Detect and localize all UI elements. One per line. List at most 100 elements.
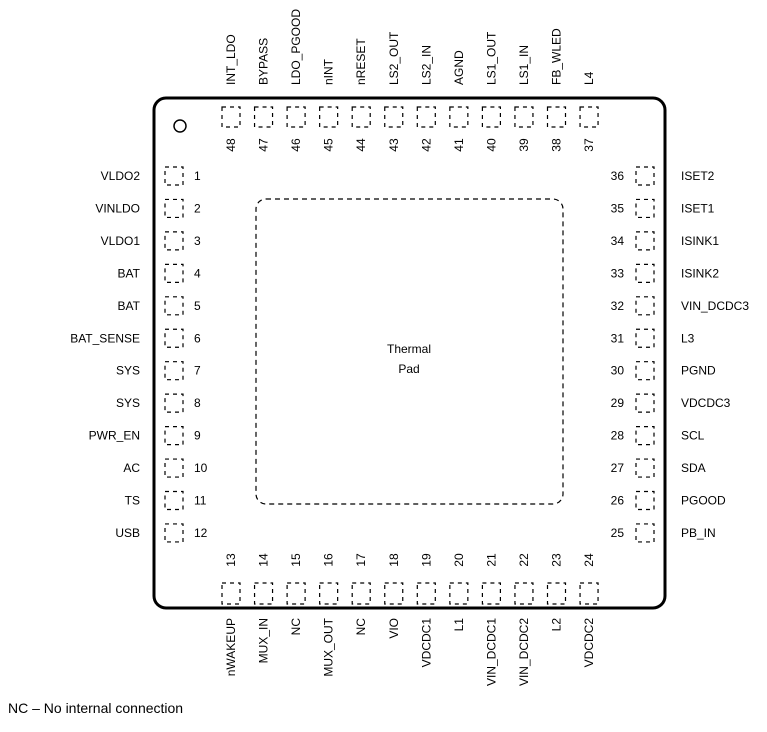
pin-23-name-l2: L2 xyxy=(550,618,564,632)
thermal-pad-label-line-2: Pad xyxy=(398,362,419,376)
thermal-pad-label-line-1: Thermal xyxy=(387,342,431,356)
pin-30-number: 30 xyxy=(611,364,625,378)
pin-29-number: 29 xyxy=(611,396,625,410)
pin-22-name-vin-dcdc2: VIN_DCDC2 xyxy=(517,618,531,686)
left-pin-11-pad xyxy=(164,490,184,511)
top-pin-43-pad xyxy=(384,106,404,128)
pin-45-number: 45 xyxy=(322,138,336,152)
top-pin-37-pad xyxy=(579,106,599,128)
pin-42-number: 42 xyxy=(419,138,433,152)
pin-36-name-iset2: ISET2 xyxy=(681,169,715,183)
left-pin-8-pad xyxy=(164,393,184,413)
pin-48-number: 48 xyxy=(224,138,238,152)
top-pin-47-pad xyxy=(253,106,274,128)
bottom-pin-16-pad xyxy=(319,582,339,605)
bottom-pin-14-pad xyxy=(253,582,274,605)
pin-27-name-sda: SDA xyxy=(681,461,706,475)
pin-34-number: 34 xyxy=(611,234,625,248)
pin-20-name-l1: L1 xyxy=(452,618,466,632)
left-pin-7-pad xyxy=(164,361,184,381)
pin-26-name-pgood: PGOOD xyxy=(681,494,726,508)
pin-35-number: 35 xyxy=(611,201,625,215)
pin-37-number: 37 xyxy=(582,138,596,152)
pin-15-number: 15 xyxy=(289,553,303,567)
pin-8-name-sys: SYS xyxy=(116,396,140,410)
thermal-pad xyxy=(255,198,564,505)
bottom-pin-13-pad xyxy=(221,582,241,605)
top-pin-45-pad xyxy=(319,106,339,128)
bottom-pin-24-pad xyxy=(579,582,599,605)
pin-13-number: 13 xyxy=(224,553,238,567)
right-pin-35-pad xyxy=(635,198,655,219)
pin-35-name-iset1: ISET1 xyxy=(681,201,715,215)
pin-18-number: 18 xyxy=(387,553,401,567)
top-pin-40-pad xyxy=(481,106,501,128)
pin-6-number: 6 xyxy=(194,331,201,345)
pin-8-number: 8 xyxy=(194,396,201,410)
pin-18-name-vio: VIO xyxy=(387,618,401,639)
top-pin-42-pad xyxy=(416,106,436,128)
pin-46-name-ldo-pgood: LDO_PGOOD xyxy=(289,9,303,85)
left-pin-12-pad xyxy=(164,523,184,543)
pin-27-number: 27 xyxy=(611,461,625,475)
top-pin-48-pad xyxy=(221,106,241,128)
pin-12-name-usb: USB xyxy=(115,526,140,540)
top-pin-44-pad xyxy=(351,106,371,128)
pin-44-name-nreset: nRESET xyxy=(354,38,368,85)
pin-45-name-nint: nINT xyxy=(322,58,336,85)
right-pin-30-pad xyxy=(635,361,655,381)
pin-47-number: 47 xyxy=(257,138,271,152)
right-pin-29-pad xyxy=(635,393,655,413)
right-pin-31-pad xyxy=(635,328,655,348)
pin-24-name-vdcdc2: VDCDC2 xyxy=(582,618,596,668)
pin-20-number: 20 xyxy=(452,553,466,567)
pin-43-number: 43 xyxy=(387,138,401,152)
right-pin-27-pad xyxy=(635,458,655,478)
pin-32-name-vin-dcdc3: VIN_DCDC3 xyxy=(681,299,749,313)
pin-29-name-vdcdc3: VDCDC3 xyxy=(681,396,731,410)
pin-42-name-ls2-in: LS2_IN xyxy=(419,45,433,85)
pin-3-number: 3 xyxy=(194,234,201,248)
left-pin-4-pad xyxy=(164,263,184,283)
pin-17-number: 17 xyxy=(354,553,368,567)
pin-3-name-vldo1: VLDO1 xyxy=(101,234,141,248)
pin-7-number: 7 xyxy=(194,364,201,378)
top-pin-39-pad xyxy=(514,106,534,128)
pin-16-name-mux-out: MUX_OUT xyxy=(322,617,336,676)
pin-41-name-agnd: AGND xyxy=(452,50,466,85)
pin1-marker xyxy=(173,119,187,133)
pin-37-name-l4: L4 xyxy=(582,71,596,85)
pin-33-name-isink2: ISINK2 xyxy=(681,266,719,280)
bottom-pin-17-pad xyxy=(351,582,371,605)
pin-38-number: 38 xyxy=(550,138,564,152)
left-pin-1-pad xyxy=(164,166,184,186)
right-pin-33-pad xyxy=(635,263,655,283)
pin-30-name-pgnd: PGND xyxy=(681,364,716,378)
pin-39-number: 39 xyxy=(517,138,531,152)
pin-23-number: 23 xyxy=(550,553,564,567)
left-pin-10-pad xyxy=(164,458,184,478)
left-pin-3-pad xyxy=(164,231,184,251)
pin-44-number: 44 xyxy=(354,138,368,152)
pin-6-name-bat-sense: BAT_SENSE xyxy=(70,331,140,345)
footnote: NC – No internal connection xyxy=(8,700,184,716)
bottom-pin-22-pad xyxy=(514,582,534,605)
pin-11-number: 11 xyxy=(194,494,207,508)
pin-17-name-nc: NC xyxy=(354,618,368,636)
pin-1-number: 1 xyxy=(194,169,201,183)
pin-2-number: 2 xyxy=(194,201,201,215)
pin-40-name-ls1-out: LS1_OUT xyxy=(484,31,498,85)
pin-43-name-ls2-out: LS2_OUT xyxy=(387,31,401,85)
pin-19-name-vdcdc1: VDCDC1 xyxy=(419,618,433,668)
pin-1-name-vldo2: VLDO2 xyxy=(101,169,141,183)
pin-46-number: 46 xyxy=(289,138,303,152)
pin-34-name-isink1: ISINK1 xyxy=(681,234,719,248)
pin-26-number: 26 xyxy=(611,494,625,508)
pin-7-name-sys: SYS xyxy=(116,364,140,378)
pin-47-name-bypass: BYPASS xyxy=(257,38,271,85)
pin-32-number: 32 xyxy=(611,299,625,313)
pin-28-name-scl: SCL xyxy=(681,429,705,443)
right-pin-26-pad xyxy=(635,490,655,511)
bottom-pin-23-pad xyxy=(546,582,567,605)
